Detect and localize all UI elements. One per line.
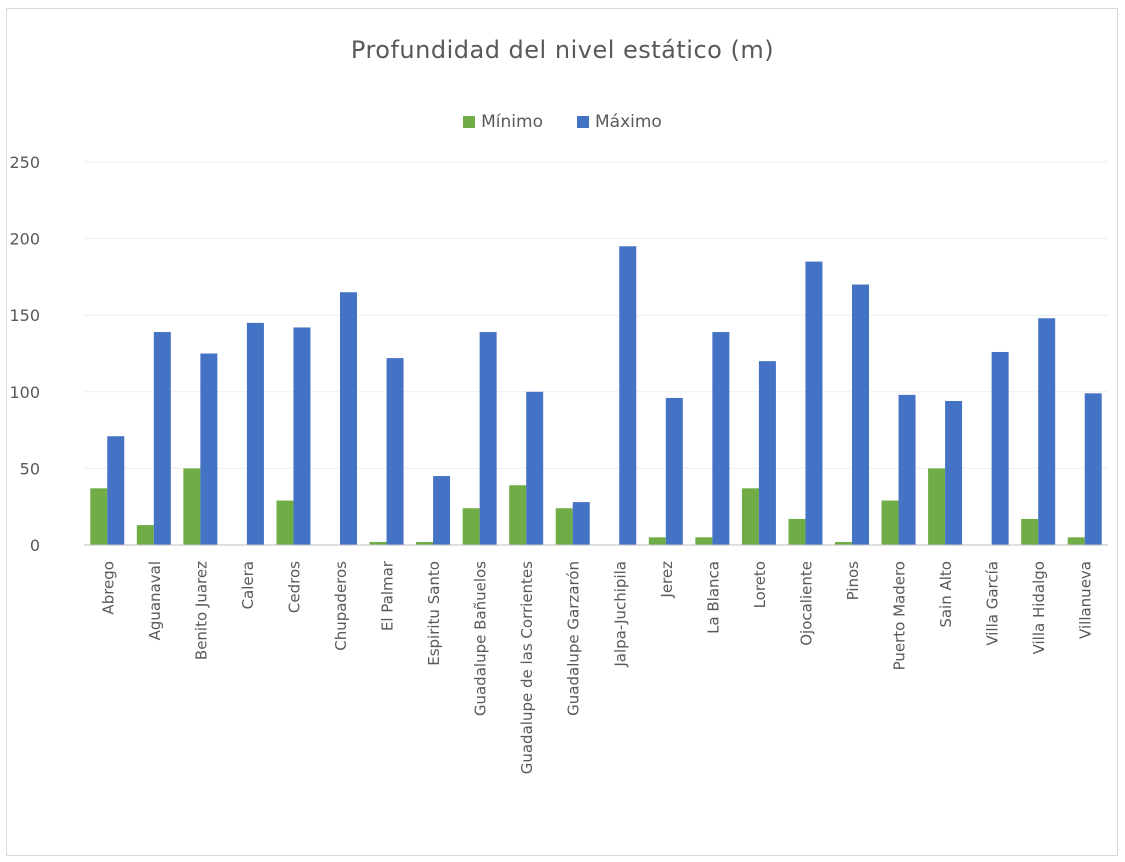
bar-minimo-10	[555, 508, 573, 545]
x-category-label-9: Guadalupe de las Corrientes	[518, 561, 536, 774]
x-category-label-12: Jerez	[658, 561, 676, 599]
x-category-label-3: Calera	[239, 561, 257, 609]
bar-minimo-17	[881, 500, 899, 545]
x-category-label-2: Benito Juarez	[192, 561, 210, 660]
bar-maximo-8	[479, 332, 497, 545]
bar-maximo-17	[898, 394, 916, 545]
bar-maximo-12	[665, 397, 683, 545]
bar-minimo-18	[928, 468, 946, 545]
bar-minimo-14	[741, 488, 759, 545]
x-category-label-6: El Palmar	[379, 560, 397, 631]
bar-maximo-19	[991, 351, 1009, 545]
bar-maximo-18	[945, 400, 963, 545]
bar-minimo-4	[276, 500, 294, 545]
bar-maximo-1	[153, 332, 171, 545]
bar-minimo-20	[1021, 518, 1039, 545]
bar-maximo-11	[619, 246, 637, 545]
bar-maximo-5	[340, 292, 357, 545]
bar-maximo-13	[712, 332, 730, 545]
x-category-label-13: La Blanca	[704, 561, 722, 634]
x-category-label-5: Chupaderos	[332, 561, 350, 651]
y-tick-label-50: 50	[20, 459, 40, 478]
bar-minimo-9	[509, 485, 527, 545]
bar-maximo-3	[246, 322, 264, 545]
x-category-label-18: Sain Alto	[937, 561, 955, 628]
bar-maximo-16	[852, 284, 869, 545]
x-category-label-10: Guadalupe Garzarón	[565, 561, 583, 716]
bar-maximo-0	[107, 436, 125, 545]
bar-maximo-14	[758, 361, 776, 545]
legend-swatch-minimo	[463, 116, 476, 128]
y-tick-label-150: 150	[9, 306, 40, 325]
x-category-label-17: Puerto Madero	[891, 561, 909, 670]
y-tick-label-100: 100	[9, 383, 40, 402]
bar-minimo-16	[835, 541, 852, 545]
legend-item-maximo: Máximo	[577, 112, 662, 132]
bar-maximo-2	[200, 353, 218, 545]
chart-frame	[6, 8, 1118, 856]
x-category-label-4: Cedros	[285, 561, 303, 613]
bar-minimo-15	[788, 518, 806, 545]
bar-minimo-0	[90, 488, 108, 545]
bar-maximo-6	[386, 358, 404, 545]
bar-maximo-15	[805, 261, 823, 545]
chart-title: Profundidad del nivel estático (m)	[350, 36, 775, 64]
x-category-label-1: Aguanaval	[146, 561, 164, 640]
x-category-label-20: Villa Hidalgo	[1030, 561, 1048, 654]
y-tick-label-200: 200	[9, 230, 40, 249]
y-tick-label-250: 250	[9, 153, 40, 172]
bar-minimo-1	[136, 525, 154, 545]
x-category-label-16: Pinos	[844, 561, 862, 601]
legend-label-maximo: Máximo	[595, 112, 662, 132]
bar-minimo-7	[416, 541, 434, 545]
x-category-label-19: Villa García	[984, 561, 1002, 646]
x-category-label-11: Jalpa-Juchipila	[611, 561, 629, 668]
legend-item-minimo: Mínimo	[463, 112, 543, 132]
bar-minimo-12	[648, 537, 666, 545]
x-category-label-21: Villanueva	[1077, 561, 1095, 639]
bar-maximo-10	[572, 502, 590, 545]
bar-maximo-9	[526, 391, 544, 545]
x-category-label-8: Guadalupe Bañuelos	[472, 561, 490, 716]
bar-maximo-20	[1038, 318, 1056, 545]
bar-minimo-2	[183, 468, 201, 545]
chart-legend: Mínimo Máximo	[0, 112, 1125, 132]
x-category-label-7: Espiritu Santo	[425, 561, 443, 666]
bar-minimo-8	[462, 508, 480, 545]
bar-maximo-21	[1084, 393, 1102, 545]
bar-minimo-6	[369, 541, 387, 545]
legend-label-minimo: Mínimo	[481, 112, 543, 132]
bar-maximo-7	[433, 476, 451, 545]
x-category-label-0: Abrego	[99, 561, 117, 615]
bar-minimo-13	[695, 537, 713, 545]
bar-maximo-4	[293, 327, 311, 545]
bar-minimo-21	[1067, 537, 1085, 545]
legend-swatch-maximo	[577, 116, 589, 128]
y-tick-label-0: 0	[30, 536, 40, 555]
x-category-label-15: Ojocaliente	[797, 561, 815, 646]
x-category-label-14: Loreto	[751, 561, 769, 608]
